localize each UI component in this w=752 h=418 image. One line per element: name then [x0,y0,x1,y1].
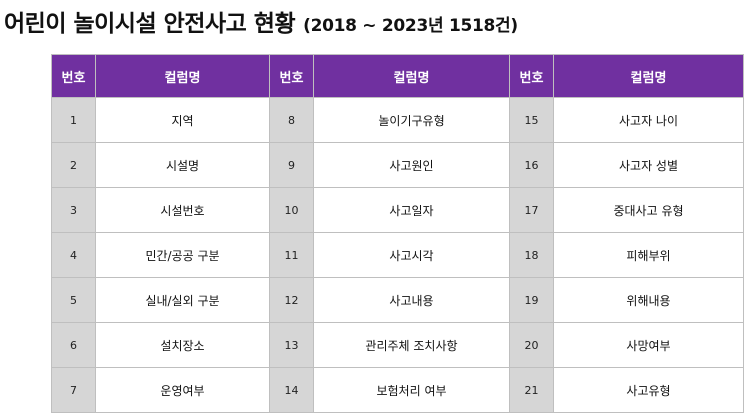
cell-number: 19 [509,277,554,323]
table-row: 5 실내/실외 구분 12 사고내용 19 위해내용 [51,277,744,323]
cell-column-name: 사고내용 [313,277,510,323]
header-column-name: 컬럼명 [553,54,744,98]
cell-number: 4 [51,232,96,278]
cell-column-name: 사고원인 [313,142,510,188]
cell-number: 7 [51,367,96,413]
cell-column-name: 위해내용 [553,277,744,323]
cell-number: 16 [509,142,554,188]
title-main: 어린이 놀이시설 안전사고 현황 [4,11,296,37]
cell-column-name: 사고일자 [313,187,510,233]
cell-column-name: 피해부위 [553,232,744,278]
cell-number: 15 [509,97,554,143]
cell-number: 3 [51,187,96,233]
cell-column-name: 시설번호 [95,187,270,233]
cell-column-name: 실내/실외 구분 [95,277,270,323]
cell-number: 6 [51,322,96,368]
cell-number: 17 [509,187,554,233]
cell-column-name: 설치장소 [95,322,270,368]
header-number: 번호 [509,54,554,98]
cell-number: 20 [509,322,554,368]
header-column-name: 컬럼명 [313,54,510,98]
table-row: 3 시설번호 10 사고일자 17 중대사고 유형 [51,187,744,233]
cell-number: 1 [51,97,96,143]
cell-column-name: 사고자 나이 [553,97,744,143]
cell-number: 18 [509,232,554,278]
cell-number: 12 [269,277,314,323]
cell-number: 13 [269,322,314,368]
table-row: 6 설치장소 13 관리주체 조치사항 20 사망여부 [51,322,744,368]
page-title: 어린이 놀이시설 안전사고 현황 (2018 ~ 2023년 1518건) [4,4,518,38]
table-header-row: 번호 컬럼명 번호 컬럼명 번호 컬럼명 [51,54,744,98]
cell-column-name: 사고자 성별 [553,142,744,188]
cell-number: 10 [269,187,314,233]
table-row: 4 민간/공공 구분 11 사고시각 18 피해부위 [51,232,744,278]
cell-column-name: 사망여부 [553,322,744,368]
title-subtitle: (2018 ~ 2023년 1518건) [303,16,518,36]
cell-column-name: 보험처리 여부 [313,367,510,413]
header-column-name: 컬럼명 [95,54,270,98]
cell-number: 8 [269,97,314,143]
cell-number: 5 [51,277,96,323]
cell-column-name: 놀이기구유형 [313,97,510,143]
cell-column-name: 사고유형 [553,367,744,413]
cell-number: 21 [509,367,554,413]
cell-number: 11 [269,232,314,278]
table-row: 7 운영여부 14 보험처리 여부 21 사고유형 [51,367,744,413]
column-table: 번호 컬럼명 번호 컬럼명 번호 컬럼명 1 지역 8 놀이기구유형 15 사고… [51,54,744,413]
cell-column-name: 지역 [95,97,270,143]
table-row: 2 시설명 9 사고원인 16 사고자 성별 [51,142,744,188]
cell-column-name: 사고시각 [313,232,510,278]
cell-number: 9 [269,142,314,188]
cell-number: 14 [269,367,314,413]
cell-column-name: 시설명 [95,142,270,188]
header-number: 번호 [269,54,314,98]
cell-column-name: 운영여부 [95,367,270,413]
header-number: 번호 [51,54,96,98]
cell-column-name: 민간/공공 구분 [95,232,270,278]
cell-column-name: 관리주체 조치사항 [313,322,510,368]
cell-column-name: 중대사고 유형 [553,187,744,233]
table-row: 1 지역 8 놀이기구유형 15 사고자 나이 [51,97,744,143]
cell-number: 2 [51,142,96,188]
